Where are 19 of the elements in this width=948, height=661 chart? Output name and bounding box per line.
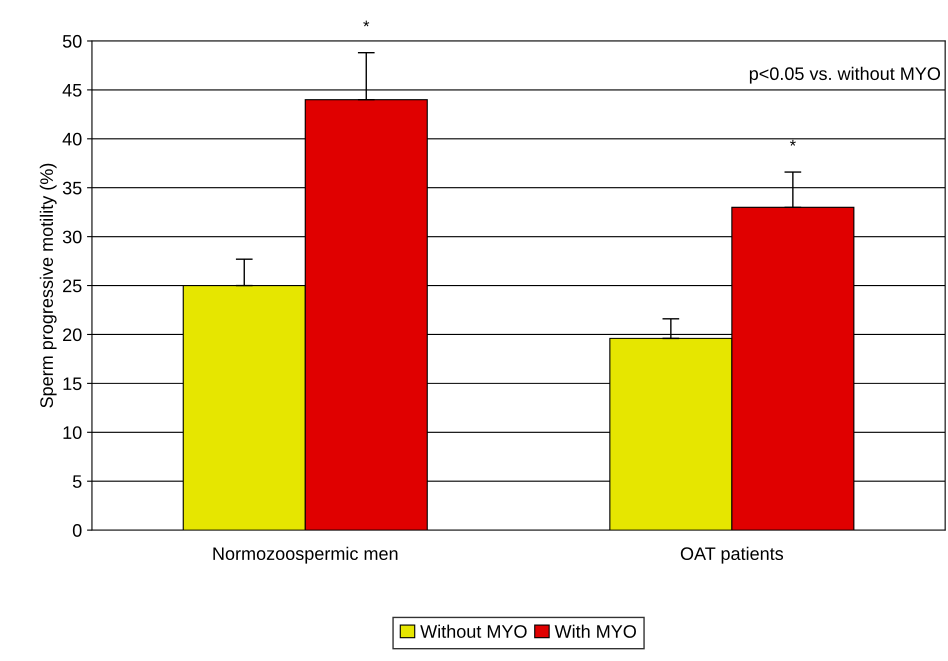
legend-label: Without MYO — [420, 624, 527, 638]
y-axis-title: Sperm progressive motility (%) — [40, 164, 57, 408]
legend-label: With MYO — [554, 624, 636, 638]
y-tick-label: 20 — [63, 328, 82, 342]
x-tick-label: OAT patients — [680, 546, 784, 564]
annotation: * — [790, 140, 796, 146]
y-tick-label: 35 — [62, 182, 82, 194]
y-tick-label: 10 — [64, 426, 82, 440]
y-tick-label: 30 — [62, 230, 82, 244]
y-tick-label: 5 — [72, 475, 82, 488]
y-tick-label: 15 — [64, 378, 82, 390]
y-tick-label: 45 — [62, 84, 82, 97]
y-tick-label: 40 — [62, 132, 82, 146]
annotation: p<0.05 vs. without MYO — [750, 66, 940, 84]
y-tick-label: 25 — [63, 279, 82, 292]
x-tick-label: Normozoospermic men — [213, 546, 398, 564]
y-tick-label: 0 — [72, 524, 82, 537]
y-tick-label: 50 — [62, 34, 82, 48]
text: * — [363, 20, 370, 26]
